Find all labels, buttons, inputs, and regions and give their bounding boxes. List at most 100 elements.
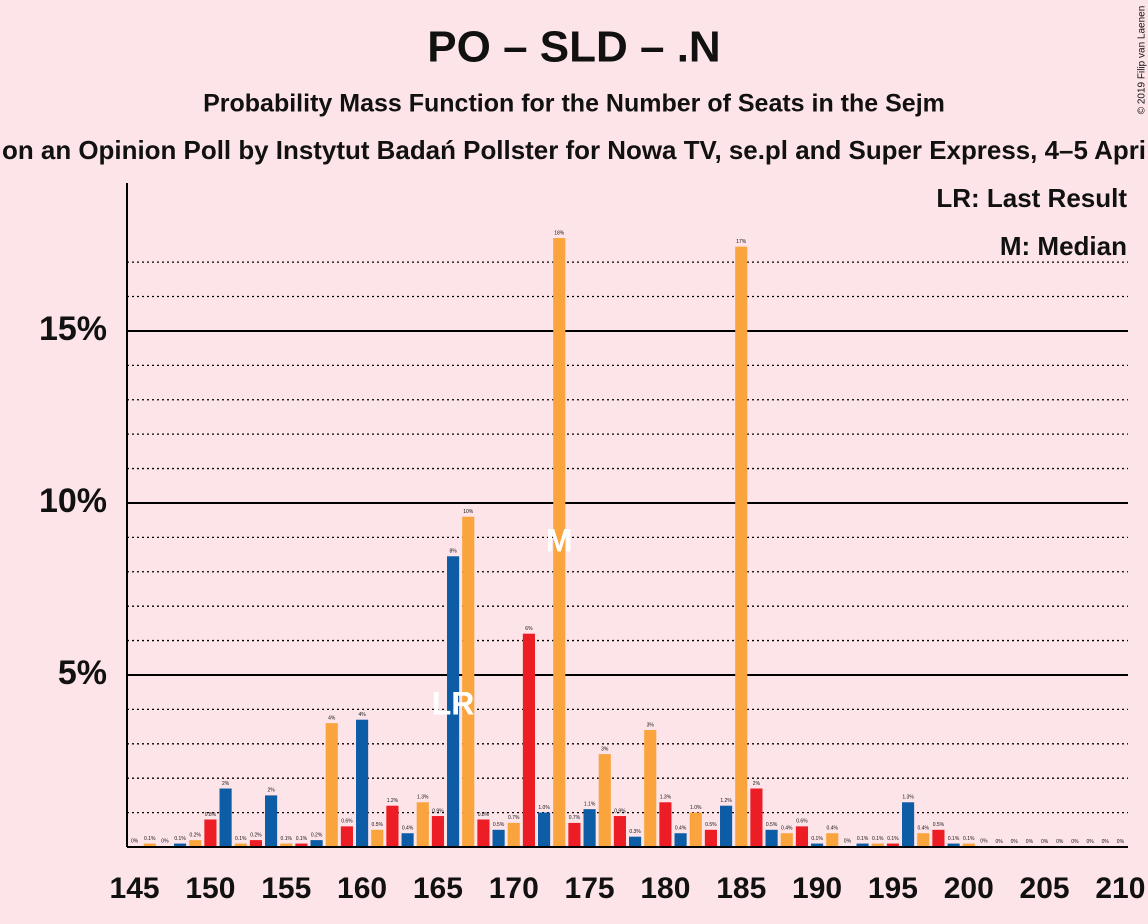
x-tick-label: 170 — [489, 872, 539, 905]
bar — [204, 819, 217, 847]
x-tick-label: 175 — [565, 872, 615, 905]
value-label: 1.2% — [720, 798, 732, 804]
value-label: 0.5% — [493, 822, 505, 828]
bar — [947, 843, 960, 847]
value-label: 0.4% — [402, 826, 414, 832]
value-label: 0.1% — [174, 836, 186, 842]
x-tick-label: 165 — [413, 872, 463, 905]
value-label: 6% — [525, 626, 533, 632]
bar — [871, 843, 884, 847]
x-tick-label: 210 — [1095, 872, 1145, 905]
bar — [447, 556, 460, 847]
bar — [735, 246, 748, 847]
bar — [795, 826, 808, 847]
bar — [234, 843, 247, 847]
x-tick-label: 185 — [716, 872, 766, 905]
bar — [583, 809, 596, 847]
bar — [280, 843, 293, 847]
bar — [856, 843, 869, 847]
y-tick-label: 15% — [39, 310, 107, 348]
x-tick-label: 155 — [261, 872, 311, 905]
value-label: 0.1% — [281, 836, 293, 842]
value-label: 0.5% — [372, 822, 384, 828]
value-label: 1.0% — [690, 805, 702, 811]
value-label: 0.8% — [478, 812, 490, 818]
value-label: 18% — [554, 230, 565, 236]
bar — [340, 826, 353, 847]
value-label: 0.1% — [296, 836, 308, 842]
value-label: 0.1% — [811, 836, 823, 842]
legend-entry: LR: Last Result — [936, 183, 1127, 213]
value-label: 3% — [647, 722, 655, 728]
value-label: 1.1% — [584, 801, 596, 807]
bar — [598, 754, 611, 847]
bar — [659, 802, 672, 847]
bar — [644, 730, 657, 847]
bar — [462, 516, 475, 847]
bar — [568, 822, 581, 847]
x-tick-label: 200 — [944, 872, 994, 905]
value-label: 0% — [161, 839, 169, 845]
bar — [811, 843, 824, 847]
bar — [902, 802, 915, 847]
value-label: 4% — [328, 715, 336, 721]
value-label: 0.9% — [614, 808, 626, 814]
x-tick-label: 160 — [337, 872, 387, 905]
bar — [477, 819, 490, 847]
x-tick-label: 205 — [1020, 872, 1070, 905]
chart-subtitle: on an Opinion Poll by Instytut Badań Pol… — [2, 135, 1146, 165]
value-label: 0% — [1041, 839, 1049, 845]
value-label: 0% — [1102, 839, 1110, 845]
value-label: 0.4% — [827, 826, 839, 832]
bar — [765, 829, 778, 847]
bar — [750, 788, 763, 847]
value-label: 0.2% — [250, 832, 262, 838]
x-tick-label: 180 — [640, 872, 690, 905]
bar — [522, 633, 535, 847]
value-label: 0.4% — [781, 826, 793, 832]
value-label: 0% — [1071, 839, 1079, 845]
value-label: 0.6% — [341, 819, 353, 825]
bar — [917, 833, 930, 847]
chart-title: PO – SLD – .N — [427, 23, 720, 72]
bar — [492, 829, 505, 847]
median-marker: M — [546, 522, 573, 558]
bar — [219, 788, 232, 847]
bar — [143, 843, 156, 847]
last-result-marker: LR — [432, 686, 475, 722]
bar — [553, 238, 566, 847]
bar — [295, 843, 308, 847]
value-label: 0.5% — [705, 822, 717, 828]
bar — [174, 843, 187, 847]
value-label: 0.1% — [948, 836, 960, 842]
bar — [386, 805, 399, 847]
value-label: 0% — [131, 839, 139, 845]
copyright: © 2019 Filip van Laenen — [1137, 6, 1148, 115]
bar — [720, 805, 733, 847]
value-label: 0% — [1011, 839, 1019, 845]
value-label: 0.1% — [872, 836, 884, 842]
chart-subtitle: Probability Mass Function for the Number… — [203, 90, 945, 118]
bar — [780, 833, 793, 847]
x-tick-label: 145 — [110, 872, 160, 905]
value-label: 0% — [1026, 839, 1034, 845]
value-label: 2% — [222, 781, 230, 787]
legend-entry: M: Median — [1000, 231, 1127, 261]
value-label: 8% — [449, 549, 457, 555]
value-label: 3% — [601, 746, 609, 752]
bar — [325, 723, 338, 847]
value-label: 0.3% — [629, 829, 641, 835]
value-label: 0.1% — [235, 836, 247, 842]
value-label: 17% — [736, 239, 747, 245]
bar — [356, 719, 369, 847]
value-label: 0.8% — [205, 812, 217, 818]
bar — [689, 812, 702, 847]
bar — [249, 840, 262, 847]
value-label: 0% — [1086, 839, 1094, 845]
bar — [416, 802, 429, 847]
y-tick-label: 5% — [58, 654, 107, 692]
bar — [189, 840, 202, 847]
value-label: 0% — [844, 839, 852, 845]
